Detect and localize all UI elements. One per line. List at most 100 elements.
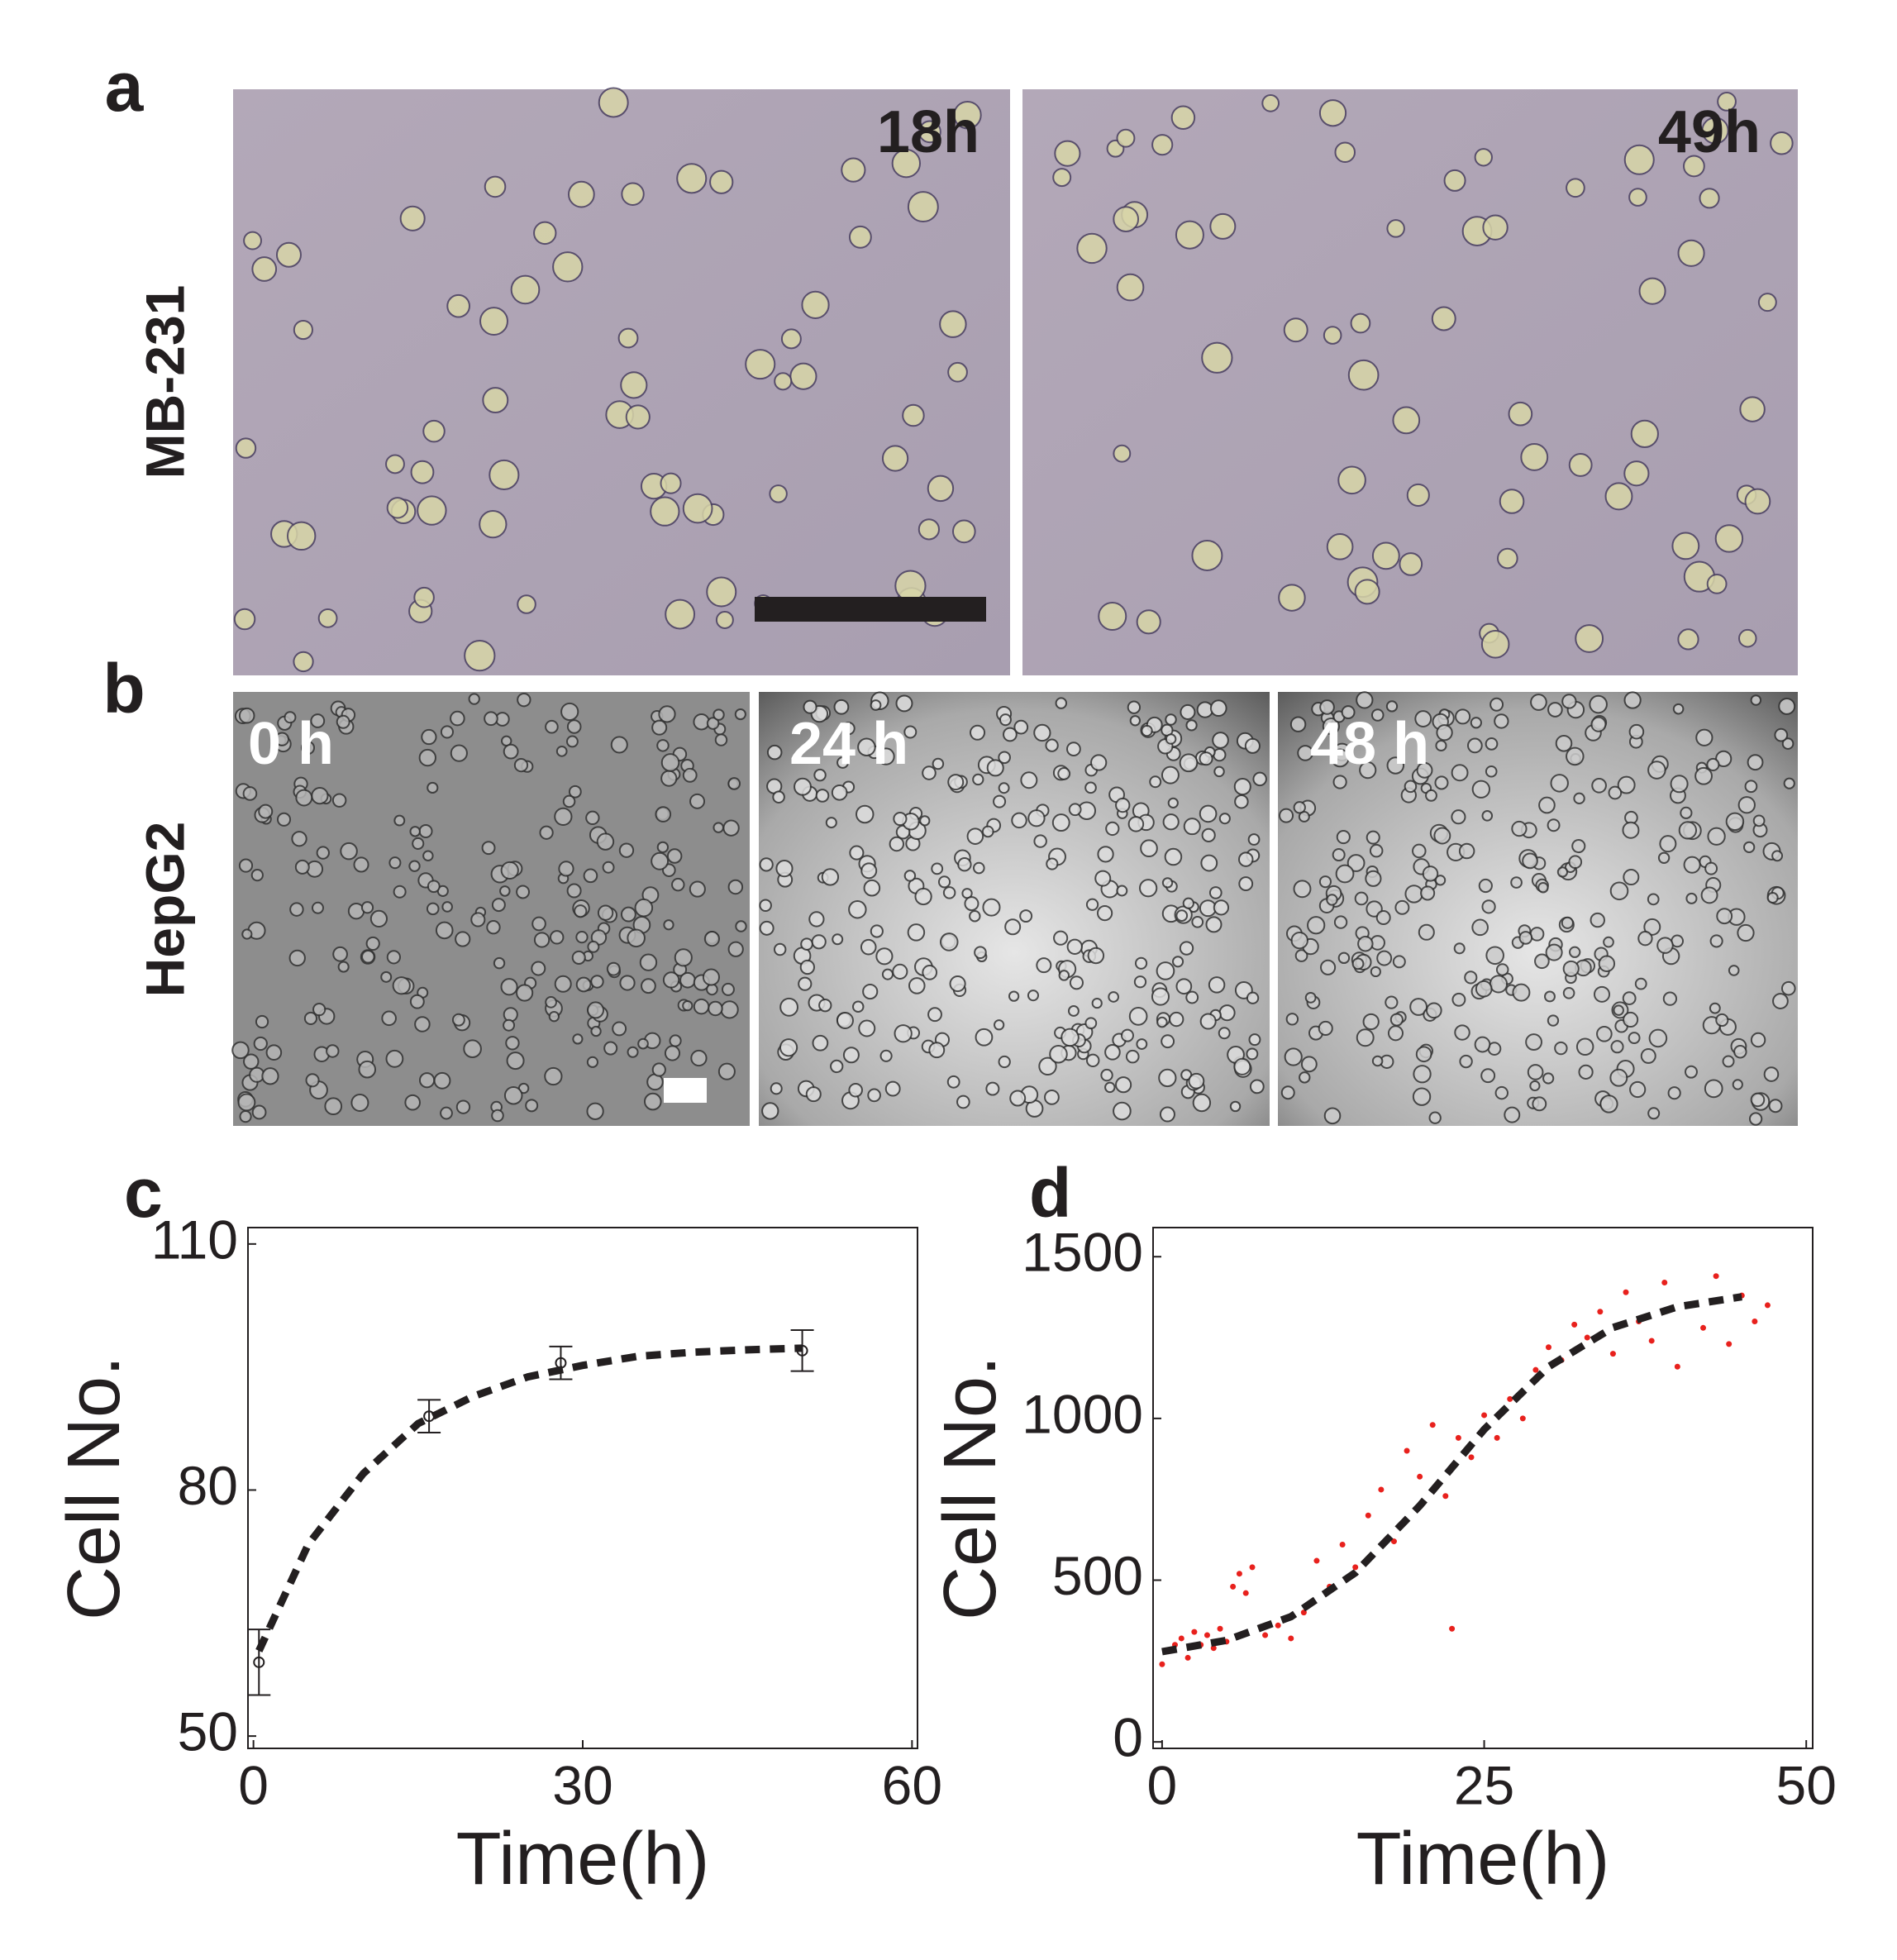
cell <box>833 699 850 715</box>
cell <box>617 327 639 349</box>
cell <box>1133 975 1147 989</box>
cell <box>289 902 304 917</box>
cell <box>517 692 531 708</box>
cell <box>1683 856 1701 874</box>
cell <box>1706 757 1720 771</box>
cell <box>1356 691 1374 709</box>
x-axis-label: Time(h) <box>1356 1818 1610 1900</box>
cell <box>506 1052 525 1071</box>
cell <box>1599 1094 1618 1114</box>
cell <box>841 722 856 736</box>
cell <box>830 1059 844 1074</box>
cell <box>590 1025 602 1037</box>
cell <box>1475 980 1493 998</box>
cell <box>491 898 506 913</box>
cell <box>1591 777 1607 794</box>
cell <box>1248 1033 1261 1047</box>
cell <box>1656 937 1674 954</box>
cell <box>759 899 772 913</box>
cell <box>1532 1096 1547 1112</box>
cell <box>1120 1028 1134 1042</box>
cell <box>1508 401 1533 427</box>
cell <box>964 896 979 912</box>
cell <box>951 519 976 544</box>
cell <box>947 361 968 383</box>
cell <box>928 1042 946 1059</box>
data-point <box>1178 1635 1184 1642</box>
cell <box>598 87 629 118</box>
cell <box>602 861 615 874</box>
cell <box>1425 789 1437 802</box>
cell <box>1185 719 1198 732</box>
cell <box>545 995 557 1009</box>
fit-line <box>255 1344 803 1652</box>
cell <box>1033 834 1047 848</box>
cell <box>1323 1107 1342 1125</box>
cell <box>1161 877 1174 889</box>
cell <box>1151 134 1174 156</box>
cell <box>703 931 720 947</box>
cell <box>413 586 435 608</box>
cell <box>1766 891 1779 904</box>
cell <box>1179 753 1199 773</box>
cell <box>720 1000 739 1019</box>
cell <box>1170 105 1196 131</box>
cell <box>1337 951 1351 965</box>
cell <box>1199 1013 1217 1030</box>
cell <box>949 975 966 993</box>
cell <box>1604 482 1633 511</box>
cell <box>1568 855 1583 870</box>
cell <box>1609 881 1629 901</box>
cell <box>517 594 536 614</box>
data-point <box>1442 1493 1449 1500</box>
cell <box>1357 936 1374 952</box>
cell <box>1404 780 1418 794</box>
cell <box>1608 785 1623 800</box>
cell <box>1354 579 1380 605</box>
cell <box>1036 957 1052 974</box>
cell <box>1318 1020 1333 1037</box>
cell <box>1385 700 1399 713</box>
cell <box>1520 443 1549 471</box>
cell <box>1091 997 1103 1009</box>
cell <box>1090 754 1108 771</box>
cell <box>1161 1034 1175 1049</box>
cell <box>1404 885 1423 904</box>
cell <box>353 856 369 873</box>
cell <box>1332 775 1347 789</box>
data-point <box>1764 1302 1771 1309</box>
cell <box>499 885 511 897</box>
cell <box>1087 947 1105 965</box>
data-point <box>1494 1434 1500 1441</box>
cell <box>664 1045 681 1061</box>
cell <box>303 1011 318 1026</box>
cell <box>803 699 817 714</box>
cell <box>856 804 875 824</box>
cell <box>927 475 955 503</box>
cell <box>637 1037 649 1050</box>
cell <box>634 898 654 918</box>
cell <box>815 789 830 803</box>
cell <box>1481 899 1496 914</box>
cell <box>1113 206 1140 232</box>
cell <box>417 495 447 526</box>
cell <box>386 950 402 965</box>
cell <box>1057 767 1071 780</box>
cell <box>1571 838 1586 854</box>
cell <box>1125 1049 1140 1064</box>
cell <box>1778 697 1796 715</box>
cell <box>931 862 944 875</box>
y-tick-label: 0 <box>1113 1707 1143 1768</box>
y-tick-label: 500 <box>1052 1545 1143 1606</box>
row-label: MB-231 <box>134 285 195 479</box>
cell <box>1512 983 1531 1002</box>
time-label: 18h <box>877 99 979 165</box>
cell <box>1366 830 1380 845</box>
data-point <box>1378 1486 1385 1493</box>
y-tick-label: 50 <box>178 1701 238 1762</box>
cell <box>463 1039 482 1059</box>
cell <box>1733 1045 1747 1059</box>
data-point <box>1249 1564 1256 1571</box>
cell <box>1136 609 1161 635</box>
data-point <box>1429 1422 1436 1428</box>
